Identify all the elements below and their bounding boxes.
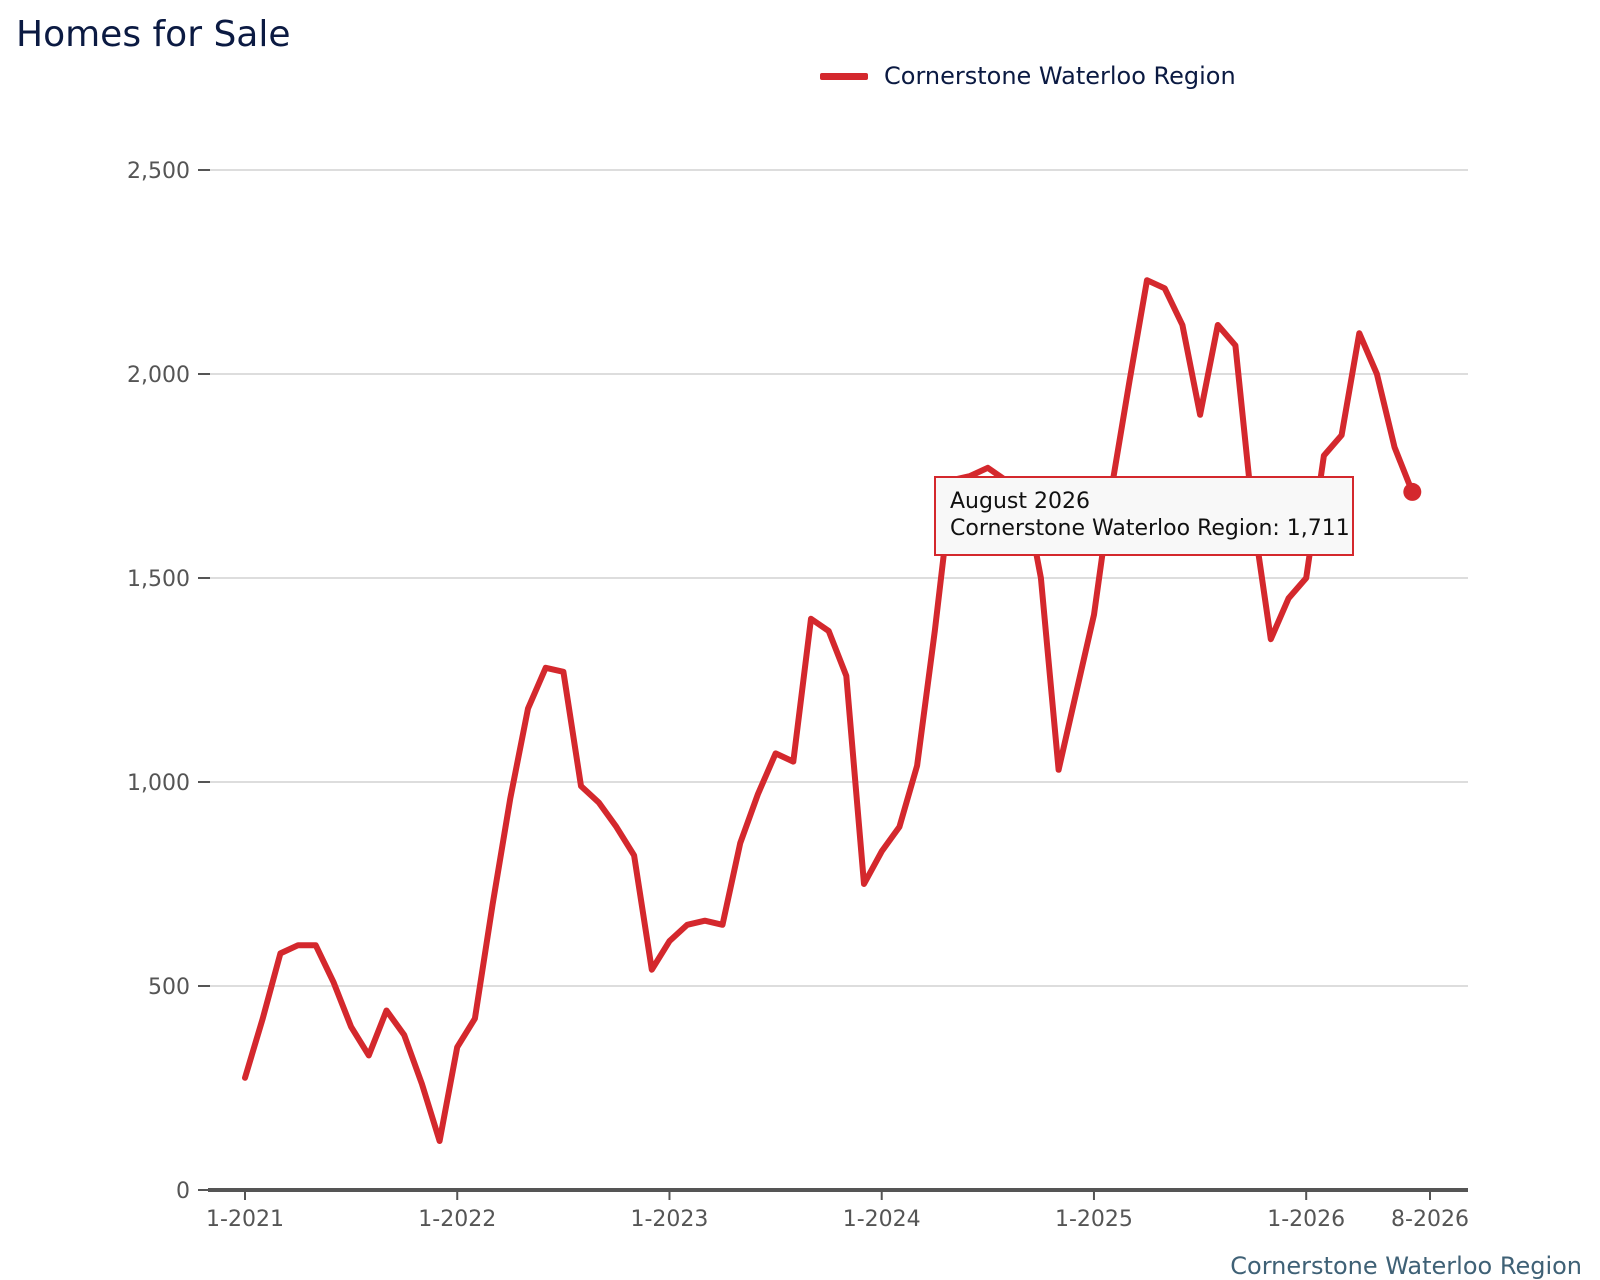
legend-swatch [820, 72, 868, 80]
series-group [242, 277, 1422, 1144]
y-tick-label: 0 [176, 1179, 190, 1204]
series-line-0[interactable] [242, 277, 1416, 1144]
legend[interactable]: Cornerstone Waterloo Region [820, 62, 1236, 90]
y-tick-label: 1,500 [127, 567, 190, 592]
x-tick-label: 1-2025 [1055, 1207, 1133, 1232]
tooltip: August 2026 Cornerstone Waterloo Region:… [934, 476, 1354, 556]
y-tick-label: 2,500 [127, 159, 190, 184]
highlighted-point[interactable] [1403, 482, 1422, 501]
footer-label: Cornerstone Waterloo Region [1230, 1252, 1582, 1280]
tooltip-header: August 2026 [950, 489, 1090, 514]
y-tick-label: 1,000 [127, 771, 190, 796]
x-tick-label: 1-2026 [1267, 1207, 1345, 1232]
grid-lines [208, 169, 1468, 987]
y-tick-label: 500 [148, 975, 190, 1000]
chart-title: Homes for Sale [16, 14, 291, 55]
x-tick-label: 1-2021 [206, 1207, 284, 1232]
x-tick-label: 1-2023 [631, 1207, 709, 1232]
x-tick-label: 8-2026 [1391, 1207, 1469, 1232]
legend-label: Cornerstone Waterloo Region [884, 62, 1236, 90]
y-axis: 0 500 1,000 1,500 2,000 2,500 [127, 159, 210, 1204]
tooltip-body: Cornerstone Waterloo Region: 1,711 [950, 516, 1350, 541]
x-tick-label: 1-2024 [843, 1207, 921, 1232]
x-axis: 1-2021 1-2022 1-2023 1-2024 1-2025 1-2026 8-20… [206, 1188, 1469, 1232]
x-tick-label: 1-2022 [418, 1207, 496, 1232]
y-tick-label: 2,000 [127, 363, 190, 388]
